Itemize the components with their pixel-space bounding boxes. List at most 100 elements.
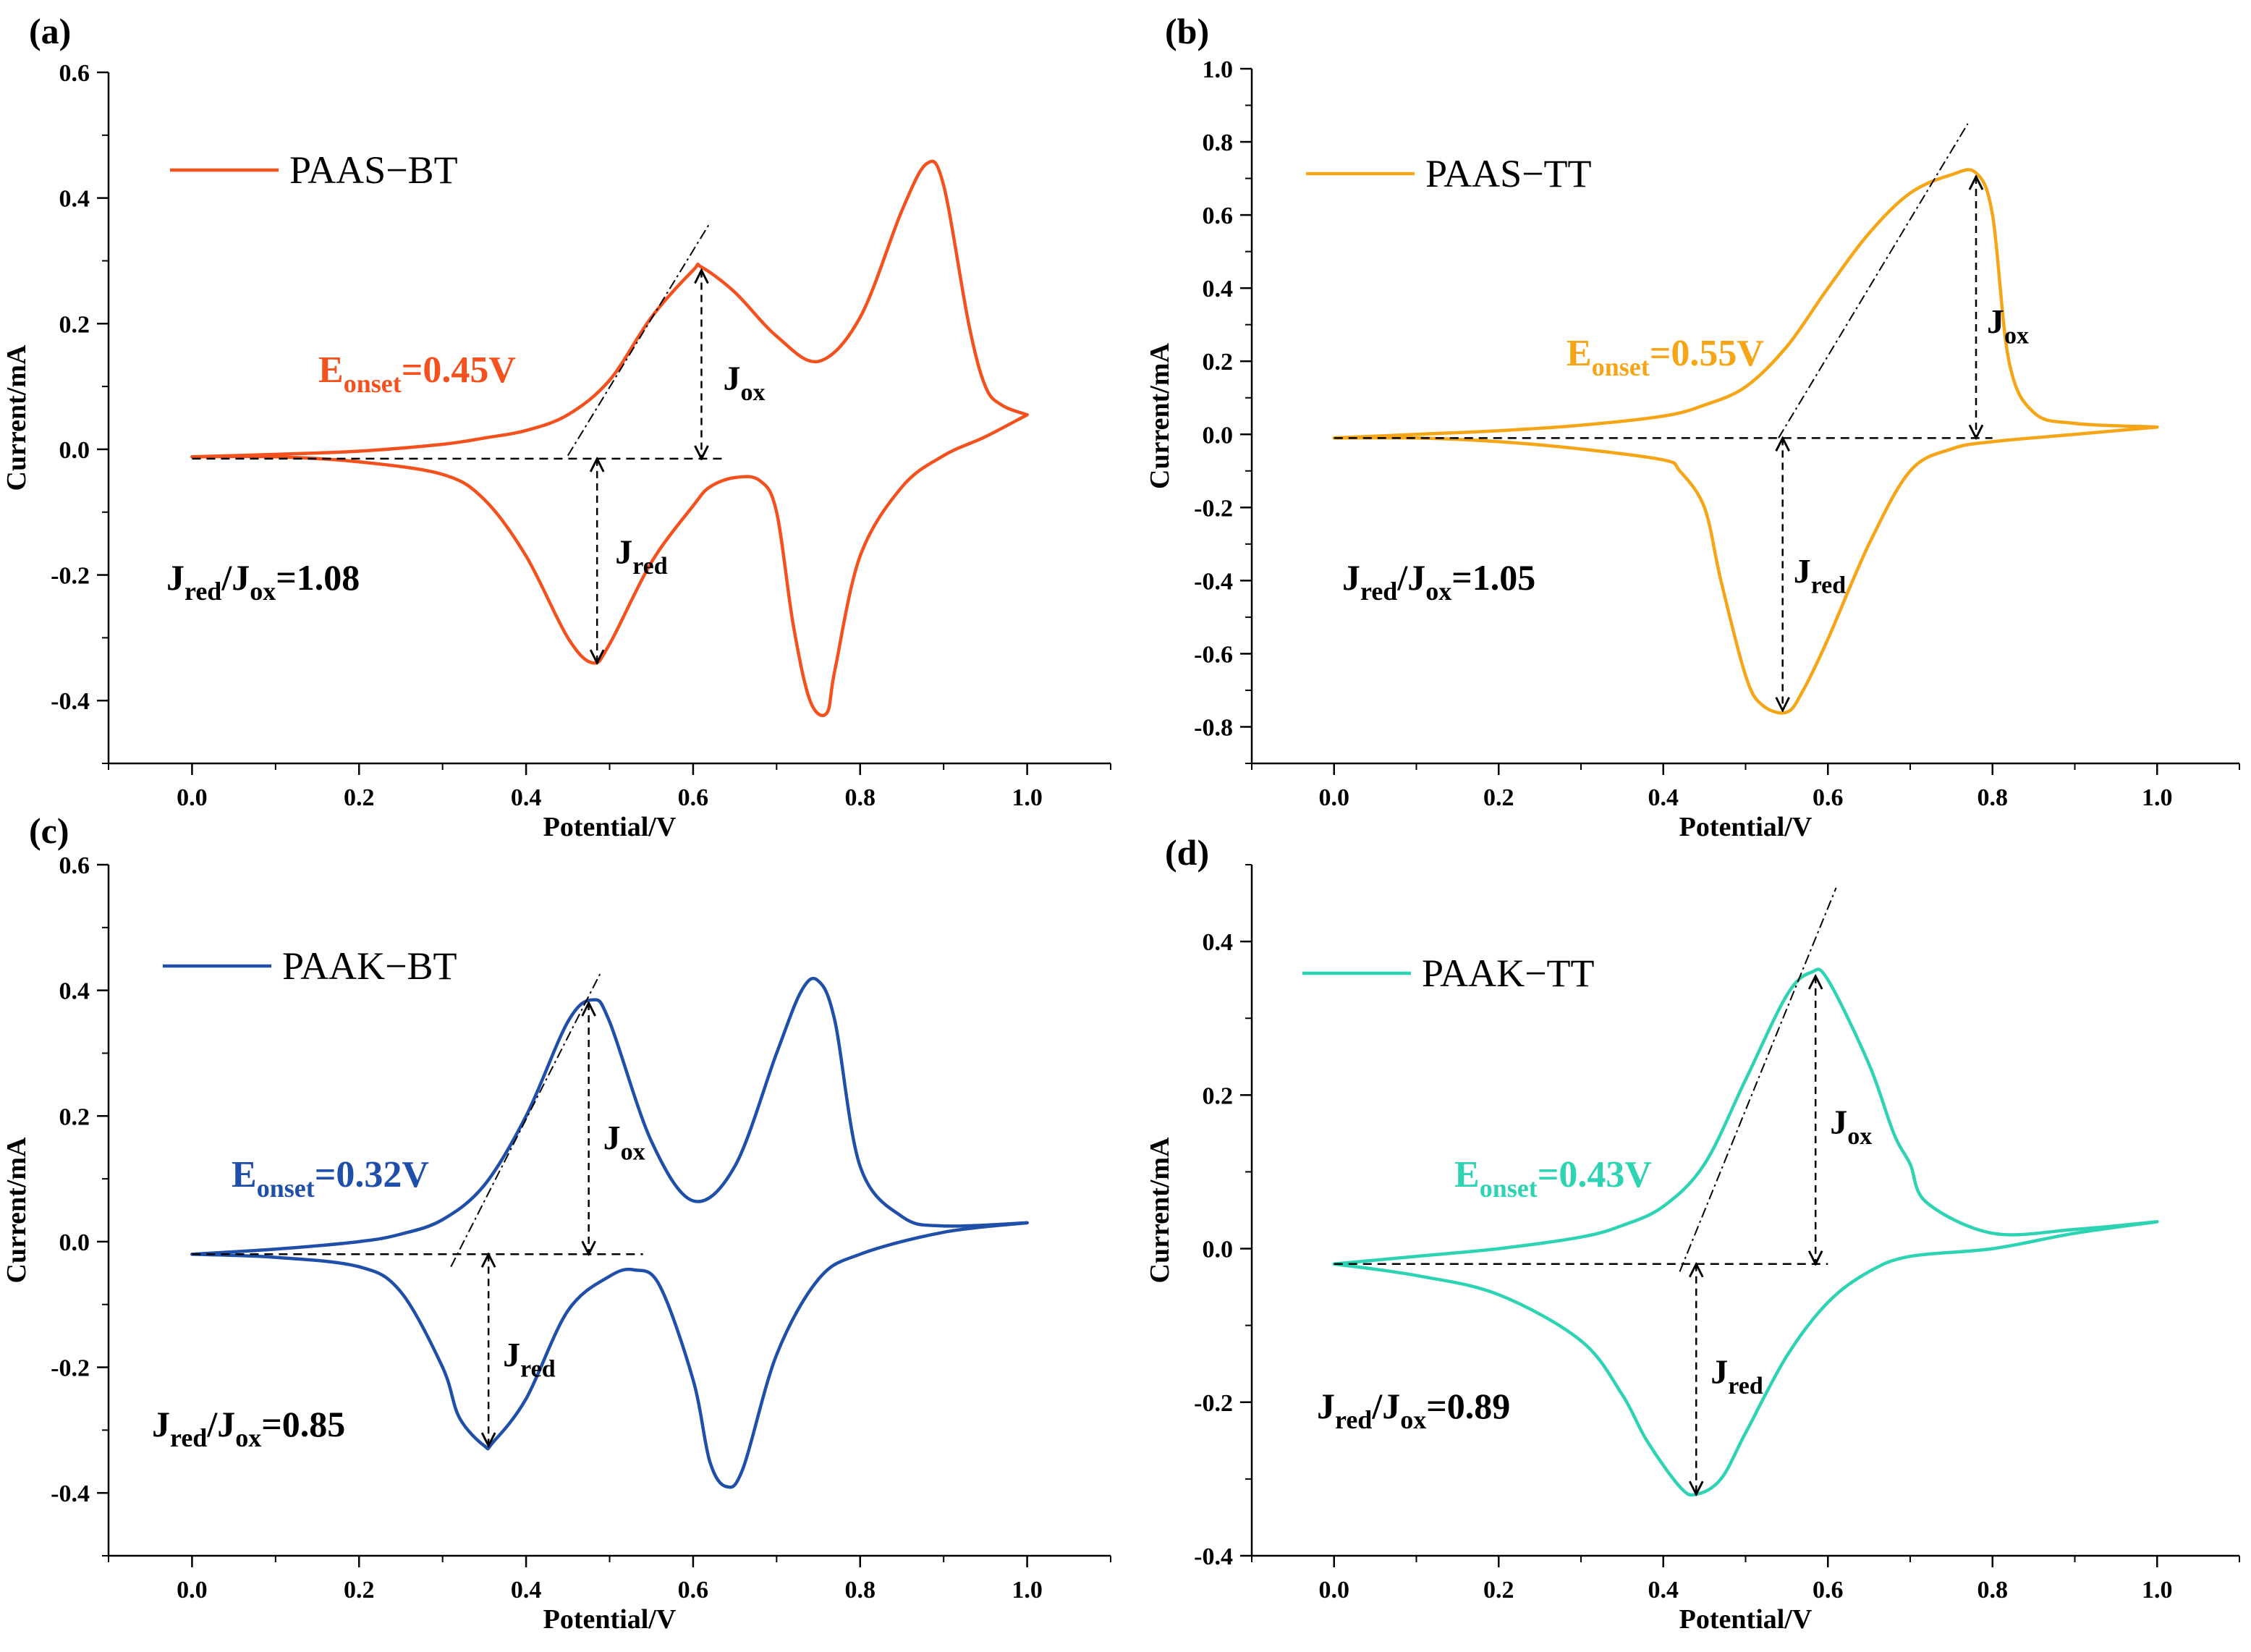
jox-letter: J <box>603 1119 621 1157</box>
onset-subscript: onset <box>1480 1174 1538 1203</box>
y-axis-title: Current/mA <box>1145 342 1175 488</box>
ratio-sub2: ox <box>235 1423 261 1452</box>
ratio-mid: /J <box>1396 557 1425 598</box>
y-tick-label: 0.2 <box>1203 1083 1234 1109</box>
panel-label: (c) <box>29 810 69 851</box>
y-tick-label: 0.4 <box>59 978 90 1005</box>
ratio-sub1: red <box>170 1423 207 1452</box>
cv-forward-scan <box>190 159 1029 459</box>
ratio-j1: J <box>166 557 185 598</box>
jox-label: Jox <box>603 1119 645 1165</box>
jox-label: Jox <box>1987 302 2029 349</box>
jred-subscript: red <box>520 1355 556 1382</box>
onset-subscript: onset <box>344 369 402 398</box>
y-tick-label: 0.4 <box>1203 929 1234 956</box>
ratio-annotation: Jred/Jox=0.89 <box>1317 1386 1510 1434</box>
y-tick-label: 0.0 <box>1203 1237 1234 1263</box>
ratio-mid: /J <box>206 1404 235 1444</box>
onset-tangent <box>567 222 711 457</box>
x-tick-label: 1.0 <box>1012 784 1043 811</box>
cv-reverse-scan <box>190 1221 1029 1489</box>
onset-tangent <box>1778 123 1969 439</box>
jox-subscript: ox <box>740 379 765 406</box>
cv-forward-scan <box>1332 168 2159 440</box>
cv-reverse-scan <box>1332 425 2159 715</box>
onset-subscript: onset <box>1592 352 1650 381</box>
y-tick-label: -0.2 <box>1194 495 1233 522</box>
x-axis-title: Potential/V <box>543 1604 677 1635</box>
jred-label: Jred <box>615 533 668 580</box>
y-tick-label: 0.8 <box>1203 130 1234 156</box>
x-tick-label: 0.4 <box>511 1577 542 1604</box>
x-tick-label: 0.8 <box>845 784 876 811</box>
y-axis-title: Current/mA <box>1 1137 32 1283</box>
x-tick-label: 0.2 <box>344 784 375 811</box>
x-tick-label: 0.6 <box>1813 1577 1844 1604</box>
ratio-annotation: Jred/Jox=0.85 <box>152 1404 345 1452</box>
jred-subscript: red <box>1811 572 1847 598</box>
ratio-j1: J <box>1317 1386 1335 1426</box>
ratio-j1: J <box>152 1404 170 1444</box>
onset-letter: E <box>1567 333 1592 374</box>
jred-letter: J <box>503 1336 520 1374</box>
y-tick-label: 0.6 <box>59 60 90 87</box>
ratio-annotation: Jred/Jox=1.08 <box>166 557 360 606</box>
legend-label: PAAK−TT <box>1422 952 1595 995</box>
panel-a: 0.0 0.2 0.4 0.6 0.8 1.0 0.6 0.4 0.2 0.0 -0.2 -0.4 Po… <box>1 11 1111 842</box>
jred-letter: J <box>615 533 632 572</box>
onset-value: =0.32V <box>315 1154 429 1195</box>
ratio-sub1: red <box>1360 577 1397 606</box>
x-axis-title: Potential/V <box>1679 812 1813 842</box>
x-tick-label: 0.2 <box>1483 784 1514 811</box>
jred-subscript: red <box>1728 1373 1763 1399</box>
y-tick-label: -0.4 <box>51 1481 90 1507</box>
jox-letter: J <box>1987 302 2004 341</box>
ratio-sub2: ox <box>1400 1405 1426 1434</box>
y-tick-label: -0.4 <box>51 688 90 715</box>
y-tick-label: 0.0 <box>1203 422 1234 449</box>
ratio-value: =0.89 <box>1426 1386 1510 1426</box>
panel-label: (d) <box>1165 832 1209 873</box>
y-tick-label: -0.4 <box>1194 568 1233 595</box>
y-tick-label: 0.2 <box>59 1104 90 1130</box>
y-tick-label: 0.2 <box>1203 349 1234 376</box>
jox-label: Jox <box>1830 1104 1872 1150</box>
jox-subscript: ox <box>1847 1123 1872 1150</box>
cv-reverse-scan <box>190 412 1029 717</box>
panel-c: 0.0 0.2 0.4 0.6 0.8 1.0 0.6 0.4 0.2 0.0 -0.2 -0.4 Po… <box>1 810 1111 1635</box>
x-tick-label: 0.2 <box>344 1577 375 1604</box>
onset-annotation: Eonset=0.43V <box>1454 1154 1652 1203</box>
panel-b: 0.0 0.2 0.4 0.6 0.8 1.0 1.0 0.8 0.6 0.4 0.2 0.0 -0.2… <box>1145 11 2240 842</box>
onset-letter: E <box>318 350 344 391</box>
onset-value: =0.43V <box>1538 1154 1652 1195</box>
ratio-mid: /J <box>221 557 250 598</box>
x-axis-title: Potential/V <box>543 812 677 842</box>
y-tick-label: 0.2 <box>59 311 90 338</box>
jred-subscript: red <box>632 553 668 580</box>
y-tick-label: -0.2 <box>1194 1390 1233 1417</box>
y-tick-label: -0.6 <box>1194 641 1233 668</box>
panel-label: (b) <box>1165 11 1209 51</box>
jred-label: Jred <box>1710 1353 1763 1399</box>
onset-letter: E <box>1454 1154 1480 1195</box>
jox-letter: J <box>1830 1104 1847 1142</box>
legend-label: PAAK−BT <box>282 944 457 988</box>
onset-value: =0.55V <box>1650 333 1764 374</box>
y-axis-title: Current/mA <box>1 344 32 491</box>
jox-label: Jox <box>723 360 765 406</box>
x-tick-label: 0.6 <box>1813 784 1844 811</box>
ratio-value: =1.05 <box>1451 557 1535 598</box>
x-tick-label: 0.4 <box>1648 1577 1679 1604</box>
onset-letter: E <box>232 1154 257 1195</box>
cv-forward-scan <box>190 976 1029 1256</box>
ratio-value: =1.08 <box>276 557 360 598</box>
onset-annotation: Eonset=0.45V <box>318 350 516 398</box>
panel-d: 0.0 0.2 0.4 0.6 0.8 1.0 0.4 0.2 0.0 -0.2 -0.4 Poten… <box>1145 832 2240 1635</box>
y-axis-title: Current/mA <box>1145 1137 1175 1283</box>
y-tick-label: -0.8 <box>1194 714 1233 741</box>
y-tick-label: -0.2 <box>51 1355 90 1382</box>
x-tick-label: 0.8 <box>1977 1577 2009 1604</box>
x-tick-label: 0.8 <box>845 1577 876 1604</box>
ratio-sub1: red <box>1335 1405 1372 1434</box>
panel-label: (a) <box>29 11 71 51</box>
